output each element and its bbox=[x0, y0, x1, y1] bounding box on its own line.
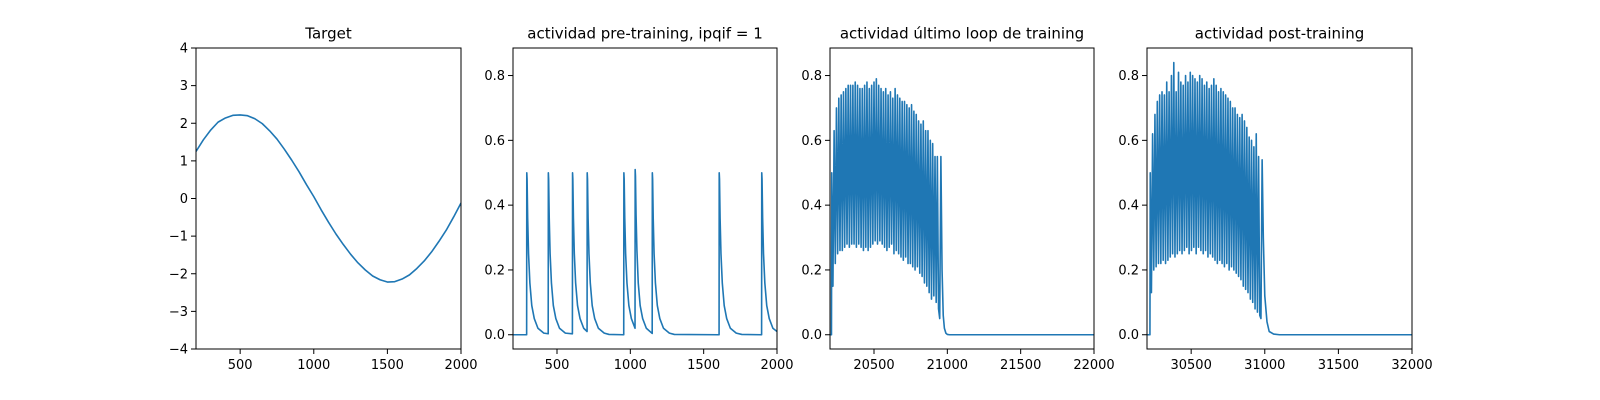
x-tick-label: 22000 bbox=[1073, 358, 1114, 373]
y-tick-label: 0.2 bbox=[801, 263, 822, 278]
axes-frame bbox=[195, 47, 462, 350]
x-tick-label: 500 bbox=[228, 358, 253, 373]
plot-area: 20500 21000 21500 22000 0.0 0.2 0.4 0.6 0.8 bbox=[801, 47, 1115, 373]
subplot-title: actividad pre-training, ipqif = 1 bbox=[527, 25, 763, 43]
series-line bbox=[1147, 61, 1412, 336]
y-tick-label: 0.8 bbox=[801, 69, 822, 84]
x-tick-label: 1000 bbox=[297, 358, 330, 373]
plot-area: 500 1000 1500 2000 −4 −3 −2 −1 0 1 2 3 4 bbox=[169, 42, 478, 374]
y-tick-label: 0.4 bbox=[1118, 199, 1139, 214]
x-tick-label: 1500 bbox=[371, 358, 404, 373]
x-tick-label: 2000 bbox=[444, 358, 477, 373]
x-tick-label: 21000 bbox=[927, 358, 968, 373]
y-tick-label: 0.4 bbox=[801, 199, 822, 214]
subplot-target: Target 500 1000 1500 2000 −4 −3 −2 −1 0 1 2 3 4 bbox=[169, 25, 478, 374]
axes-frame bbox=[829, 47, 1095, 350]
x-tick-label: 500 bbox=[545, 358, 570, 373]
x-tick-label: 2000 bbox=[760, 358, 793, 373]
y-tick-label: 0.0 bbox=[484, 328, 505, 343]
subplot-title: actividad post-training bbox=[1195, 25, 1364, 43]
y-tick-label: 1 bbox=[180, 154, 188, 169]
y-tick-label: 3 bbox=[180, 79, 188, 94]
subplot-title: actividad último loop de training bbox=[840, 25, 1084, 43]
plot-area: 30500 31000 31500 32000 0.0 0.2 0.4 0.6 0.8 bbox=[1118, 47, 1433, 373]
y-tick-label: 0.2 bbox=[484, 263, 505, 278]
subplot-post-training: actividad post-training 30500 31000 31500 3… bbox=[1118, 25, 1432, 374]
y-tick-label: 0.0 bbox=[1118, 328, 1139, 343]
x-tick-label: 1500 bbox=[687, 358, 720, 373]
series-line bbox=[513, 168, 777, 336]
y-tick-label: 0 bbox=[180, 192, 188, 207]
y-tick-label: −4 bbox=[169, 343, 188, 358]
series-line bbox=[830, 77, 1094, 336]
y-tick-label: −3 bbox=[169, 305, 188, 320]
series-line bbox=[196, 114, 461, 283]
subplot-title: Target bbox=[304, 25, 352, 43]
y-tick-label: 0.6 bbox=[1118, 134, 1139, 149]
plot-area: 500 1000 1500 2000 0.0 0.2 0.4 0.6 0.8 bbox=[484, 47, 794, 373]
y-tick-label: 0.6 bbox=[484, 134, 505, 149]
y-tick-label: 0.6 bbox=[801, 134, 822, 149]
y-tick-label: 0.0 bbox=[801, 328, 822, 343]
y-tick-label: 0.8 bbox=[1118, 69, 1139, 84]
axes-frame bbox=[512, 47, 778, 350]
y-tick-label: 4 bbox=[180, 42, 188, 57]
y-tick-label: −2 bbox=[169, 267, 188, 282]
x-tick-label: 21500 bbox=[1000, 358, 1041, 373]
y-tick-label: 0.4 bbox=[484, 199, 505, 214]
subplot-pre-training: actividad pre-training, ipqif = 1 500 100… bbox=[484, 25, 793, 374]
y-tick-label: −1 bbox=[169, 230, 188, 245]
y-tick-label: 0.2 bbox=[1118, 263, 1139, 278]
x-tick-label: 1000 bbox=[614, 358, 647, 373]
x-tick-label: 30500 bbox=[1170, 358, 1211, 373]
subplot-last-training-loop: actividad último loop de training 20500 2… bbox=[801, 25, 1114, 374]
y-tick-label: 2 bbox=[180, 117, 188, 132]
y-tick-label: 0.8 bbox=[484, 69, 505, 84]
x-tick-label: 31500 bbox=[1318, 358, 1359, 373]
axes-frame bbox=[1146, 47, 1413, 350]
x-tick-label: 31000 bbox=[1244, 358, 1285, 373]
x-tick-label: 20500 bbox=[853, 358, 894, 373]
x-tick-label: 32000 bbox=[1391, 358, 1432, 373]
